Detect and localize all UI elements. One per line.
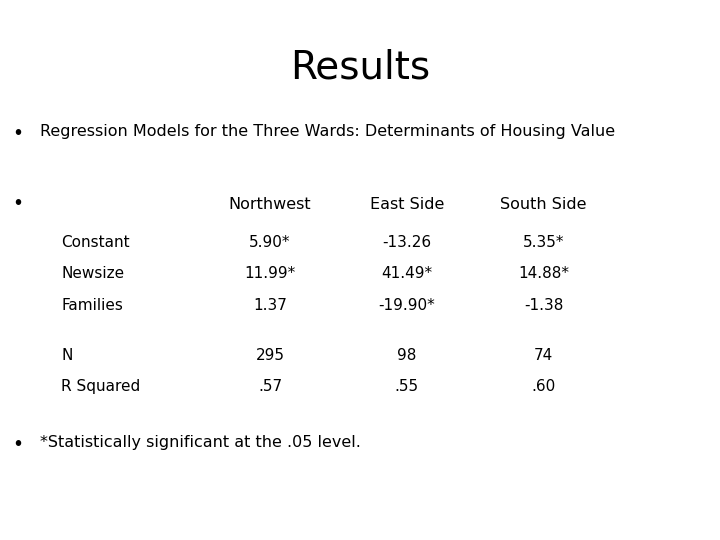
Text: Results: Results [290,49,430,86]
Text: Newsize: Newsize [61,266,125,281]
Text: East Side: East Side [369,197,444,212]
Text: South Side: South Side [500,197,587,212]
Text: 14.88*: 14.88* [518,266,569,281]
Text: •: • [12,124,24,143]
Text: 41.49*: 41.49* [381,266,433,281]
Text: 5.90*: 5.90* [249,235,291,250]
Text: 5.35*: 5.35* [523,235,564,250]
Text: .55: .55 [395,379,419,394]
Text: Families: Families [61,298,123,313]
Text: •: • [12,194,24,213]
Text: -19.90*: -19.90* [379,298,435,313]
Text: 295: 295 [256,348,284,363]
Text: 74: 74 [534,348,553,363]
Text: 1.37: 1.37 [253,298,287,313]
Text: •: • [12,435,24,454]
Text: Regression Models for the Three Wards: Determinants of Housing Value: Regression Models for the Three Wards: D… [40,124,615,139]
Text: -13.26: -13.26 [382,235,431,250]
Text: 11.99*: 11.99* [244,266,296,281]
Text: *Statistically significant at the .05 level.: *Statistically significant at the .05 le… [40,435,361,450]
Text: Northwest: Northwest [229,197,311,212]
Text: 98: 98 [397,348,416,363]
Text: .57: .57 [258,379,282,394]
Text: -1.38: -1.38 [524,298,563,313]
Text: Constant: Constant [61,235,130,250]
Text: .60: .60 [531,379,556,394]
Text: R Squared: R Squared [61,379,140,394]
Text: N: N [61,348,73,363]
